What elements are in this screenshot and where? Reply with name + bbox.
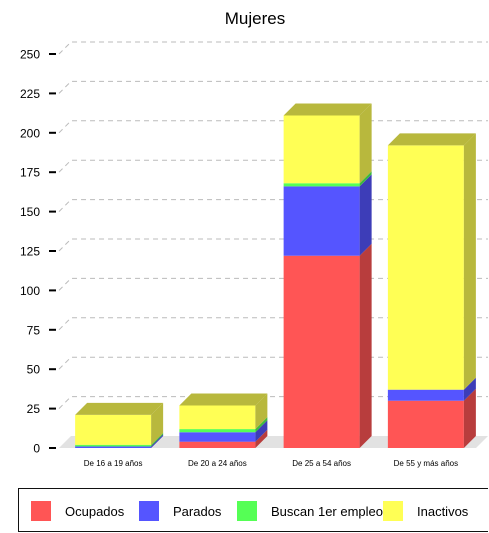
legend-item-inactivos: Inactivos xyxy=(383,501,468,521)
floor-plane xyxy=(59,436,488,448)
stacked-bar-chart: Mujeres 0 25 50 75 100 125 150 175 200 225 250 De … xyxy=(20,9,488,468)
bar-side-de-20-a-24-anos-inactivos xyxy=(255,393,268,430)
x-tick-label-de-20-a-24-anos: De 20 a 24 años xyxy=(188,459,247,468)
y-tick-label: 225 xyxy=(20,87,40,101)
y-axis: 0 25 50 75 100 125 150 175 200 225 250 xyxy=(20,48,56,456)
bar-side-de-55-y-mas-anos-ocupados xyxy=(463,388,476,448)
bar-de-20-a-24-anos-ocupados xyxy=(179,441,256,448)
x-tick-label-de-25-a-54-anos: De 25 a 54 años xyxy=(292,459,351,468)
y-tick-label: 0 xyxy=(33,442,40,456)
legend-label-inactivos: Inactivos xyxy=(417,503,469,519)
legend-label-buscan-1er-empleo: Buscan 1er empleo xyxy=(271,503,384,519)
bar-top-de-55-y-mas-anos xyxy=(387,133,476,146)
bar-de-20-a-24-anos-buscan-1er-empleo xyxy=(179,429,256,433)
legend-item-ocupados: Ocupados xyxy=(31,501,124,521)
y-tick-label: 125 xyxy=(20,245,40,259)
bar-group xyxy=(75,103,476,448)
bar-de-16-a-19-anos-parados xyxy=(75,446,152,448)
y-tick-label: 250 xyxy=(20,48,40,62)
bar-side-de-25-a-54-anos-inactivos xyxy=(359,103,372,184)
bar-de-16-a-19-anos-inactivos xyxy=(75,414,152,445)
legend-label-ocupados: Ocupados xyxy=(65,503,125,519)
bar-side-de-16-a-19-anos-buscan-1er-empleo xyxy=(151,432,164,447)
bar-de-16-a-19-anos-buscan-1er-empleo xyxy=(75,444,152,447)
y-tick-label: 200 xyxy=(20,126,40,140)
bar-top-de-25-a-54-anos xyxy=(283,103,372,116)
chart-title: Mujeres xyxy=(225,9,285,28)
bar-side-de-20-a-24-anos-ocupados xyxy=(255,429,268,448)
bar-side-de-20-a-24-anos-parados xyxy=(255,420,268,442)
bar-top-de-20-a-24-anos xyxy=(179,393,268,406)
bar-de-25-a-54-anos-ocupados xyxy=(283,255,360,448)
bar-de-55-y-mas-anos-parados xyxy=(387,389,464,401)
bar-side-de-20-a-24-anos-buscan-1er-empleo xyxy=(255,417,268,433)
bar-de-25-a-54-anos-buscan-1er-empleo xyxy=(283,183,360,187)
x-tick-label-de-16-a-19-anos: De 16 a 19 años xyxy=(84,459,143,468)
bar-de-55-y-mas-anos-ocupados xyxy=(387,400,464,448)
bar-side-de-25-a-54-anos-ocupados xyxy=(359,243,372,448)
bar-de-25-a-54-anos-inactivos xyxy=(283,115,360,184)
bar-side-de-25-a-54-anos-parados xyxy=(359,174,372,256)
legend-item-buscan-1er-empleo: Buscan 1er empleo xyxy=(237,501,383,521)
bar-side-de-16-a-19-anos-inactivos xyxy=(151,402,164,445)
bar-de-55-y-mas-anos-inactivos xyxy=(387,145,464,390)
legend-swatch-inactivos xyxy=(383,501,403,521)
y-tick-label: 100 xyxy=(20,284,40,298)
legend-label-parados: Parados xyxy=(173,503,222,519)
y-tick-label: 50 xyxy=(27,363,41,377)
legend-swatch-parados xyxy=(139,501,159,521)
y-tick-label: 150 xyxy=(20,205,40,219)
gridline xyxy=(58,41,488,55)
bar-side-de-25-a-54-anos-buscan-1er-empleo xyxy=(359,171,372,187)
legend-item-parados: Parados xyxy=(139,501,221,521)
bar-de-25-a-54-anos-parados xyxy=(283,186,360,256)
legend: Ocupados Parados Buscan 1er empleo Inact… xyxy=(18,488,488,532)
bar-de-20-a-24-anos-parados xyxy=(179,432,256,442)
bar-side-de-16-a-19-anos-parados xyxy=(151,434,164,448)
gridline xyxy=(58,120,488,134)
bar-side-de-55-y-mas-anos-parados xyxy=(463,377,476,401)
bar-side-de-55-y-mas-anos-inactivos xyxy=(463,133,476,390)
gridline xyxy=(58,80,488,94)
y-tick-label: 175 xyxy=(20,166,40,180)
x-tick-label-de-55-y-mas-anos: De 55 y más años xyxy=(394,459,458,468)
bar-de-20-a-24-anos-inactivos xyxy=(179,405,256,430)
y-tick-label: 25 xyxy=(27,402,41,416)
chart-floor xyxy=(59,436,488,448)
legend-swatch-ocupados xyxy=(31,501,51,521)
bar-top-de-16-a-19-anos xyxy=(75,402,164,415)
y-tick-label: 75 xyxy=(27,323,41,337)
x-axis-labels: De 16 a 19 años De 20 a 24 años De 25 a 54… xyxy=(84,459,458,468)
legend-swatch-buscan-1er-empleo xyxy=(237,501,257,521)
